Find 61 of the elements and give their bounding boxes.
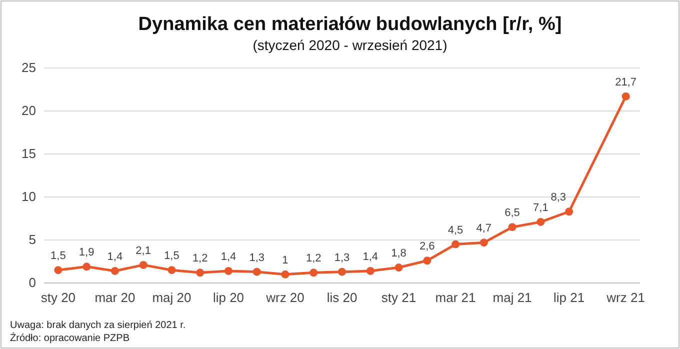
point [565,208,574,216]
y-tick-label: 0 [28,275,36,290]
x-tick-label: lip 20 [212,290,244,306]
x-tick-label: lip 21 [554,290,585,306]
text: Źródło: opracowanie PZPB [10,332,130,344]
data-label: 1,2 [306,252,322,265]
data-label: 6,5 [504,207,520,220]
y-tick-label: 20 [22,103,36,118]
data-label: 1,5 [50,250,66,262]
point [281,270,290,278]
point [338,268,346,276]
chart-subtitle: (styczeń 2020 - wrzesień 2021) [252,37,448,53]
text: Uwaga: brak danych za sierpień 2021 r. [10,320,186,331]
point [310,268,318,277]
point [622,92,630,100]
point [196,268,204,277]
point [536,218,545,226]
data-label: 1,4 [220,250,236,263]
data-label: 1,2 [192,252,208,265]
data-label: 1,3 [249,252,265,264]
point [480,238,488,247]
y-tick-label: 10 [22,189,36,204]
point [110,266,119,275]
point [224,266,232,275]
y-tick-label: 15 [22,146,36,162]
data-label: 1,8 [391,248,406,260]
y-tick-label: 25 [22,60,36,76]
point [423,256,432,265]
x-tick-label: maj 20 [152,290,192,306]
data-label: 1,3 [334,252,350,264]
point [168,266,176,274]
data-label: 4,5 [448,224,464,236]
data-label: 4,7 [476,222,492,235]
point [139,260,148,269]
x-tick-label: maj 21 [492,290,532,306]
x-tick-label: wrz 20 [265,290,304,306]
y-tick-label: 5 [28,232,36,248]
x-tick-label: wrz 21 [606,290,645,306]
data-label: 1 [282,254,288,266]
data-label: 2,1 [136,244,151,257]
x-tick-label: mar 20 [94,290,136,306]
data-label: 1,4 [362,250,378,263]
data-label: 1,4 [107,250,123,263]
data-label: 1,9 [78,246,94,259]
data-label: 2,6 [419,240,435,253]
x-tick-label: lis 20 [326,290,358,306]
point [508,223,516,232]
point [366,266,374,275]
point [452,240,460,248]
chart-title: Dynamika cen materiałów budowlanych [r/r, %] [138,14,562,35]
x-tick-label: mar 21 [435,290,476,306]
data-label: 1,5 [164,250,180,262]
point [252,268,261,276]
data-label: 21,7 [615,76,637,88]
data-label: 7,1 [533,202,548,214]
x-tick-label: sty 20 [40,290,76,306]
point [82,262,91,271]
x-tick-label: sty 21 [381,290,416,306]
point [394,264,403,272]
point [54,266,62,274]
data-label: 8,3 [550,192,566,204]
